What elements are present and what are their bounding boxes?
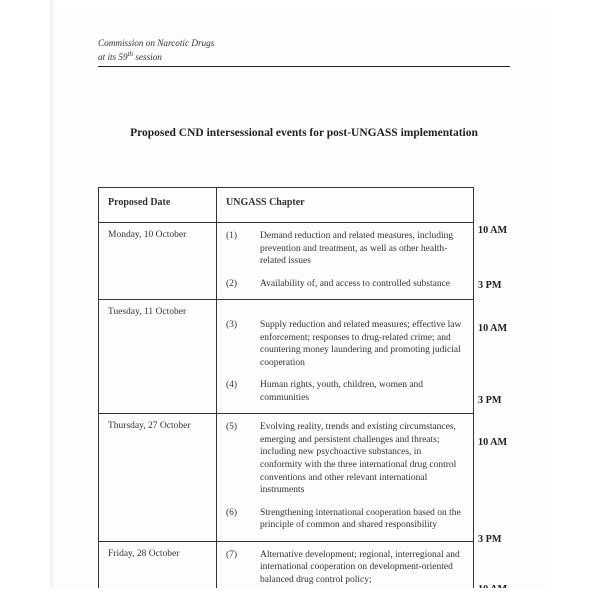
chapter-item-text: Demand reduction and related measures, i… bbox=[260, 230, 464, 268]
table-row: Monday, 10 October(1)Demand reduction an… bbox=[99, 223, 474, 300]
chapter-item-number: (7) bbox=[226, 549, 260, 587]
chapter-item: (4)Human rights, youth, children, women … bbox=[226, 379, 464, 404]
chapter-item-number: (6) bbox=[226, 507, 260, 532]
chapter-item-number: (3) bbox=[226, 319, 260, 369]
chapter-item: (6)Strengthening international cooperati… bbox=[226, 507, 464, 532]
time-label: 3 PM bbox=[478, 534, 501, 545]
chapter-item-text: Supply reduction and related measures; e… bbox=[260, 319, 464, 369]
cell-chapter: (5)Evolving reality, trends and existing… bbox=[217, 414, 474, 541]
header-rule bbox=[98, 66, 510, 67]
chapter-item-number: (5) bbox=[226, 421, 260, 496]
time-label: 3 PM bbox=[478, 280, 501, 291]
page-cutoff bbox=[0, 588, 600, 600]
table-row: Thursday, 27 October(5)Evolving reality,… bbox=[99, 414, 474, 541]
chapter-item-text: Strengthening international cooperation … bbox=[260, 507, 464, 532]
chapter-item-text: Availability of, and access to controlle… bbox=[260, 278, 464, 291]
time-label: 10 AM bbox=[478, 225, 507, 236]
chapter-item: (5)Evolving reality, trends and existing… bbox=[226, 421, 464, 496]
cell-chapter: (3)Supply reduction and related measures… bbox=[217, 300, 474, 414]
cell-date: Tuesday, 11 October bbox=[99, 300, 217, 414]
document-page: Commission on Narcotic Drugs at its 59th… bbox=[54, 10, 546, 596]
schedule-table: Proposed Date UNGASS Chapter Monday, 10 … bbox=[98, 187, 474, 596]
time-label: 3 PM bbox=[478, 395, 501, 406]
col-header-date: Proposed Date bbox=[99, 188, 217, 223]
cell-date: Thursday, 27 October bbox=[99, 414, 217, 541]
chapter-item-text: Alternative development; regional, inter… bbox=[260, 549, 464, 587]
chapter-item-number: (4) bbox=[226, 379, 260, 404]
chapter-item-text: Evolving reality, trends and existing ci… bbox=[260, 421, 464, 496]
chapter-item: (3)Supply reduction and related measures… bbox=[226, 319, 464, 369]
header-line2: at its 59th session bbox=[98, 50, 510, 64]
page-header: Commission on Narcotic Drugs at its 59th… bbox=[98, 38, 510, 63]
col-header-chapter: UNGASS Chapter bbox=[217, 188, 474, 223]
schedule-table-wrap: Proposed Date UNGASS Chapter Monday, 10 … bbox=[98, 187, 510, 596]
table-row: Tuesday, 11 October(3)Supply reduction a… bbox=[99, 300, 474, 414]
time-label: 10 AM bbox=[478, 437, 507, 448]
header-line1: Commission on Narcotic Drugs bbox=[98, 38, 510, 50]
cell-chapter: (1)Demand reduction and related measures… bbox=[217, 223, 474, 300]
chapter-item-text: Human rights, youth, children, women and… bbox=[260, 379, 464, 404]
chapter-item: (2)Availability of, and access to contro… bbox=[226, 278, 464, 291]
table-header-row: Proposed Date UNGASS Chapter bbox=[99, 188, 474, 223]
cell-date: Monday, 10 October bbox=[99, 223, 217, 300]
chapter-item-number: (2) bbox=[226, 278, 260, 291]
chapter-item: (7)Alternative development; regional, in… bbox=[226, 549, 464, 587]
document-title: Proposed CND intersessional events for p… bbox=[98, 127, 510, 139]
chapter-item: (1)Demand reduction and related measures… bbox=[226, 230, 464, 268]
chapter-item-number: (1) bbox=[226, 230, 260, 268]
time-label: 10 AM bbox=[478, 323, 507, 334]
